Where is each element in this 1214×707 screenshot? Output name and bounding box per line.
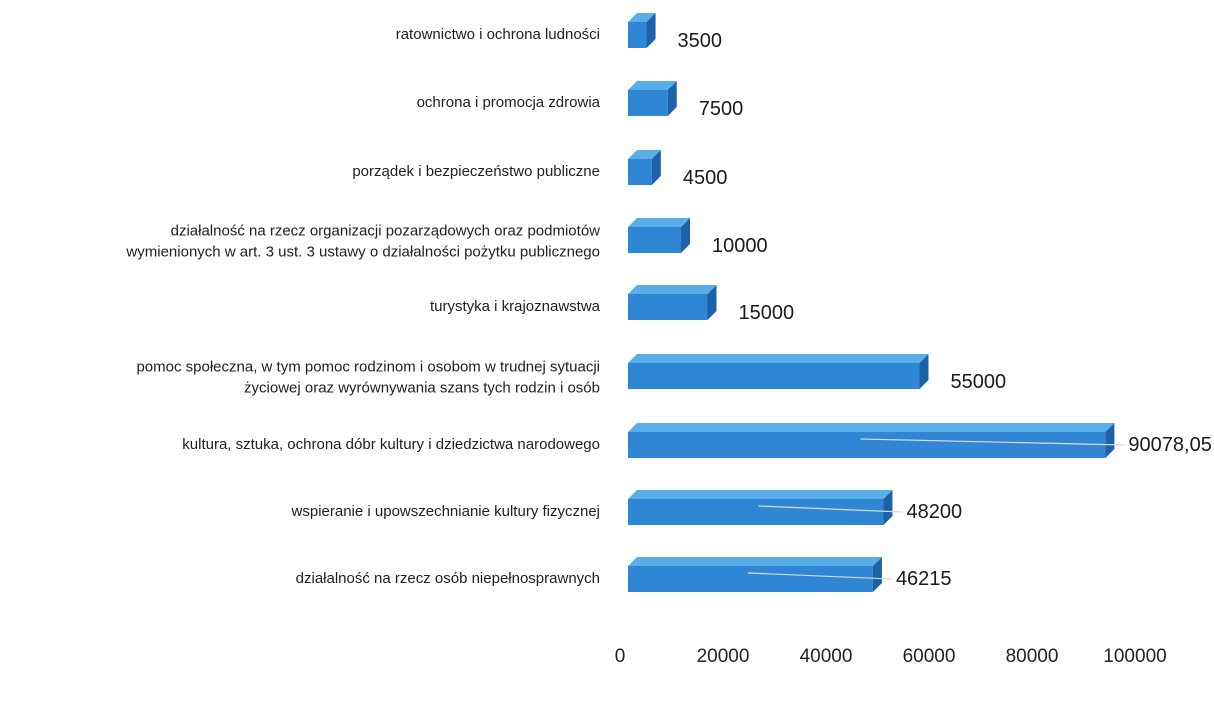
bar-top [628,285,717,294]
category-label-4: turystyka i krajoznawstwa [430,298,601,315]
x-tick-label-5: 100000 [1103,646,1166,667]
bar-top [628,218,690,227]
category-label-line: ochrona i promocja zdrowia [417,94,601,111]
category-label-5: pomoc społeczna, w tym pomoc rodzinom i … [136,359,600,397]
value-leader-line [860,438,1125,446]
bar-side [1105,423,1115,458]
bar-front [628,22,647,48]
category-label-line: ratownictwo i ochrona ludności [396,26,600,43]
category-label-1: ochrona i promocja zdrowia [417,94,601,111]
bar-top [628,81,677,90]
bar-top [628,354,929,363]
bar-side [919,354,929,389]
bar-3 [628,218,690,253]
value-labels-layer: 3500 7500 4500 10000 15000 55000 90078,05 48200… [678,30,1212,590]
bar-top [628,13,656,22]
category-label-line: porządek i bezpieczeństwo publiczne [352,163,600,180]
bar-5 [628,354,929,389]
bar-7 [628,490,893,525]
category-label-7: wspieranie i upowszechnianie kultury fiz… [291,503,600,520]
value-label-7: 48200 [906,501,962,523]
value-leader-line [758,505,903,513]
bar-front [628,499,884,525]
value-label-8: 46215 [896,568,952,590]
bar-front [628,159,652,185]
bar-2 [628,150,661,185]
bar-front [628,566,873,592]
value-label-3: 10000 [712,235,768,257]
value-label-5: 55000 [951,371,1007,393]
value-label-0: 3500 [678,30,723,52]
category-label-line: wspieranie i upowszechnianie kultury fiz… [291,503,600,520]
bar-front [628,227,681,253]
bar-top [628,490,893,499]
x-axis-ticks-layer: 0 20000 40000 60000 80000 100000 [615,646,1167,667]
category-label-line: działalność na rzecz organizacji pozarzą… [171,223,601,240]
category-labels-layer: ratownictwo i ochrona ludności ochrona i … [125,26,600,587]
value-label-1: 7500 [699,98,744,120]
x-tick-label-1: 20000 [697,646,750,667]
bars-layer [628,13,1115,592]
category-label-line: pomoc społeczna, w tym pomoc rodzinom i … [136,359,600,376]
value-label-6: 90078,05 [1128,434,1211,456]
bar-1 [628,81,677,116]
x-tick-label-0: 0 [615,646,626,667]
category-label-line: wymienionych w art. 3 ust. 3 ustawy o dz… [125,244,600,261]
bar-side [707,285,717,320]
bar-side [883,490,893,525]
category-label-line: turystyka i krajoznawstwa [430,298,601,315]
bar-side [646,13,656,48]
bar-top [628,423,1115,432]
bar-side [667,81,677,116]
bar-side [651,150,661,185]
category-label-3: działalność na rzecz organizacji pozarzą… [125,223,600,261]
bar-4 [628,285,717,320]
value-label-4: 15000 [739,302,795,324]
bar-8 [628,557,882,592]
category-label-line: działalność na rzecz osób niepełnosprawn… [296,570,600,587]
category-label-6: kultura, sztuka, ochrona dóbr kultury i … [182,436,600,453]
bar-top [628,150,661,159]
bar-top [628,557,882,566]
category-label-0: ratownictwo i ochrona ludności [396,26,600,43]
category-label-8: działalność na rzecz osób niepełnosprawn… [296,570,600,587]
x-tick-label-4: 80000 [1006,646,1059,667]
bar-front [628,432,1106,458]
bar-side [872,557,882,592]
value-leader-line [747,572,892,580]
value-label-2: 4500 [683,167,728,189]
x-tick-label-2: 40000 [800,646,853,667]
category-label-2: porządek i bezpieczeństwo publiczne [352,163,600,180]
bar-front [628,90,668,116]
x-tick-label-3: 60000 [903,646,956,667]
bar-front [628,294,708,320]
bar-side [681,218,690,253]
category-label-line: życiowej oraz wyrównywania szans tych ro… [244,380,600,397]
category-label-line: kultura, sztuka, ochrona dóbr kultury i … [182,436,600,453]
bar-0 [628,13,656,48]
bar-front [628,363,920,389]
bar-6 [628,423,1115,458]
